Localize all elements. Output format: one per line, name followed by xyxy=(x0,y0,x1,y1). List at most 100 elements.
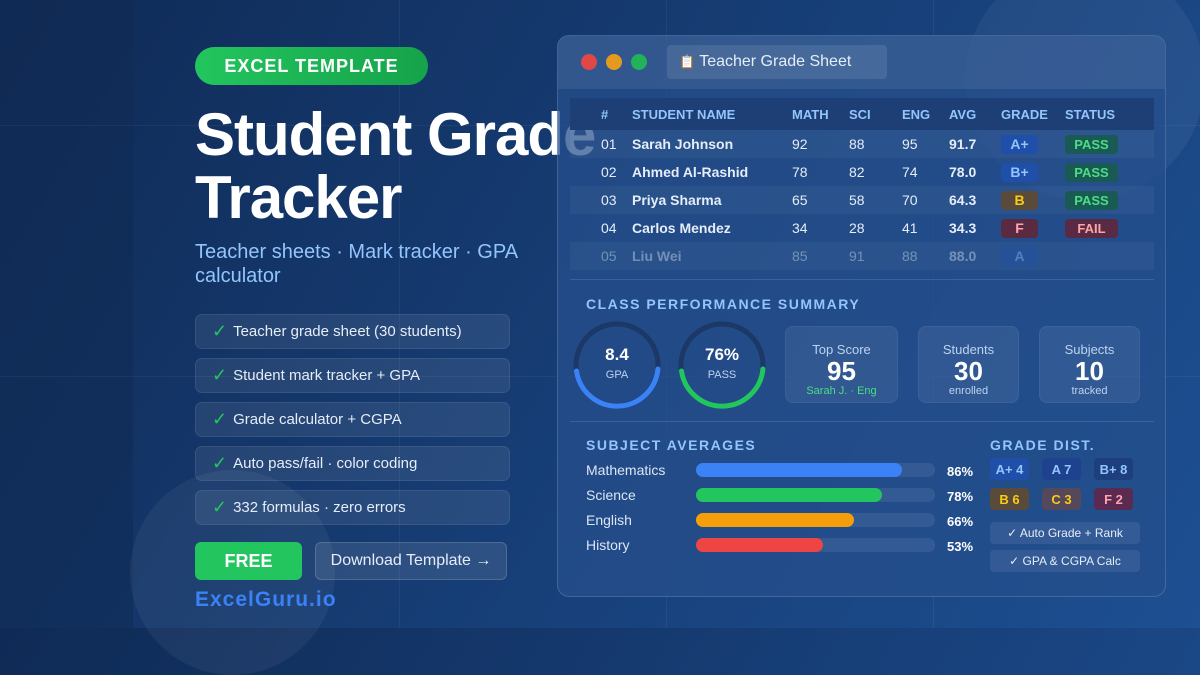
math-score: 85 xyxy=(792,248,808,264)
free-button[interactable]: FREE xyxy=(195,542,302,580)
stat-value: 30 xyxy=(954,356,983,386)
grade-table: # STUDENT NAME MATH SCI ENG AVG GRADE STATUS 01… xyxy=(570,98,1154,270)
subject-label: Science xyxy=(586,487,636,503)
column-header[interactable]: GRADE xyxy=(1001,106,1048,122)
row-number: 03 xyxy=(601,192,617,208)
divider xyxy=(570,279,1154,280)
minimize-window-button[interactable] xyxy=(606,54,622,70)
row-number: 04 xyxy=(601,220,617,236)
feature-label: Auto pass/fail · color coding xyxy=(233,455,418,472)
math-score: 92 xyxy=(792,136,808,152)
eng-score: 88 xyxy=(902,248,918,264)
feature-item: ✓ 332 formulas · zero errors xyxy=(195,490,510,525)
subject-percent: 78% xyxy=(947,489,974,504)
feature-item: ✓ Teacher grade sheet (30 students) xyxy=(195,314,510,349)
status-pill: PASS xyxy=(1065,134,1118,154)
subject-percent: 66% xyxy=(947,514,974,529)
column-header[interactable]: AVG xyxy=(949,106,977,122)
table-row[interactable]: 03 Priya Sharma 65 58 70 64.3 B PASS xyxy=(570,186,1154,214)
stat-top-score: Top Score 95 Sarah J. · Eng xyxy=(785,326,898,403)
table-row[interactable]: 01 Sarah Johnson 92 88 95 91.7 A+ PASS xyxy=(570,130,1154,158)
subject-bar-track xyxy=(696,463,935,477)
subject-percent: 86% xyxy=(947,464,974,479)
grade-pill: A xyxy=(1001,246,1038,266)
column-header[interactable]: STUDENT NAME xyxy=(632,106,736,122)
window-titlebar: 📋 Teacher Grade Sheet xyxy=(558,36,1165,89)
summary-title: CLASS PERFORMANCE SUMMARY xyxy=(586,296,861,312)
subject-percent: 53% xyxy=(947,539,974,554)
maximize-window-button[interactable] xyxy=(631,54,647,70)
subject-bar-track xyxy=(696,513,935,527)
gpa-gauge: 8.4 GPA xyxy=(573,321,661,409)
column-header[interactable]: SCI xyxy=(849,106,871,122)
status-pill: PASS xyxy=(1065,190,1118,210)
stat-label: Subjects xyxy=(1064,342,1115,357)
stat-sub: enrolled xyxy=(948,385,989,397)
student-name: Carlos Mendez xyxy=(632,220,731,236)
student-name: Ahmed Al-Rashid xyxy=(632,164,749,180)
subject-bar-fill xyxy=(696,463,902,477)
pass-value: 76% xyxy=(704,345,740,364)
subject-label: English xyxy=(586,512,632,528)
left-band xyxy=(0,0,133,628)
check-icon: ✓ xyxy=(212,453,228,473)
grade-dist-chip: B+ 8 xyxy=(1094,458,1133,480)
grade-dist-chip: A+ 4 xyxy=(990,458,1029,480)
subject-bar-track xyxy=(696,488,935,502)
grade-dist-title: GRADE DIST. xyxy=(990,437,1096,453)
gpa-value: 8.4 xyxy=(605,345,629,364)
close-window-button[interactable] xyxy=(581,54,597,70)
sci-score: 28 xyxy=(849,220,865,236)
table-row[interactable]: 04 Carlos Mendez 34 28 41 34.3 F FAIL xyxy=(570,214,1154,242)
column-header[interactable]: STATUS xyxy=(1065,106,1116,122)
spreadsheet-window: 📋 Teacher Grade Sheet # STUDENT NAME MATH SC… xyxy=(557,35,1166,597)
download-template-button[interactable]: Download Template → xyxy=(315,542,507,580)
avg-score: 64.3 xyxy=(949,192,977,208)
stat-sub: Sarah J. · Eng xyxy=(806,385,877,397)
feature-note: ✓ Auto Grade + Rank xyxy=(990,522,1140,544)
table-row[interactable]: 05 Liu Wei 85 91 88 88.0 A xyxy=(570,242,1154,270)
feature-item: ✓ Auto pass/fail · color coding xyxy=(195,446,510,481)
subtitle: Teacher sheets · Mark tracker · GPA calc… xyxy=(195,241,517,287)
stat-sub: tracked xyxy=(1071,385,1108,397)
feature-item: ✓ Student mark tracker + GPA xyxy=(195,358,510,393)
feature-note: ✓ GPA & CGPA Calc xyxy=(990,550,1140,572)
sci-score: 91 xyxy=(849,248,865,264)
feature-item: ✓ Grade calculator + CGPA xyxy=(195,402,510,437)
window-tab[interactable]: 📋 Teacher Grade Sheet xyxy=(667,45,887,79)
check-icon: ✓ xyxy=(212,497,228,517)
gpa-ring xyxy=(573,321,661,409)
student-name: Priya Sharma xyxy=(632,192,722,208)
subject-averages-title: SUBJECT AVERAGES xyxy=(586,437,757,453)
stat-label: Students xyxy=(942,342,995,357)
grade-pill: B xyxy=(1001,190,1038,210)
eng-score: 74 xyxy=(902,164,918,180)
clipboard-icon: 📋 xyxy=(679,54,696,69)
avg-score: 91.7 xyxy=(949,136,977,152)
page-title: Student Grade Tracker xyxy=(195,101,596,231)
subject-label: Mathematics xyxy=(586,462,666,478)
stat-value: 95 xyxy=(827,356,856,386)
row-number: 02 xyxy=(601,164,617,180)
table-row[interactable]: 02 Ahmed Al-Rashid 78 82 74 78.0 B+ PASS xyxy=(570,158,1154,186)
column-header[interactable]: MATH xyxy=(792,106,829,122)
brand-logo-text: ExcelGuru.io xyxy=(195,588,337,611)
eng-score: 70 xyxy=(902,192,918,208)
pass-ring xyxy=(678,321,766,409)
stat-value: 10 xyxy=(1075,356,1104,386)
grid-line xyxy=(399,0,400,628)
stat-subjects: Subjects 10 tracked xyxy=(1039,326,1140,403)
status-pill: PASS xyxy=(1065,162,1118,182)
divider xyxy=(570,421,1154,422)
grade-dist-chip: A 7 xyxy=(1042,458,1081,480)
column-header[interactable]: # xyxy=(601,106,609,122)
student-name: Sarah Johnson xyxy=(632,136,734,152)
math-score: 34 xyxy=(792,220,808,236)
column-header[interactable]: ENG xyxy=(902,106,931,122)
grade-dist-chip: F 2 xyxy=(1094,488,1133,510)
grade-dist-chip: B 6 xyxy=(990,488,1029,510)
check-icon: ✓ xyxy=(212,409,228,429)
avg-score: 78.0 xyxy=(949,164,977,180)
feature-label: 332 formulas · zero errors xyxy=(233,499,406,516)
subject-bar-track xyxy=(696,538,935,552)
